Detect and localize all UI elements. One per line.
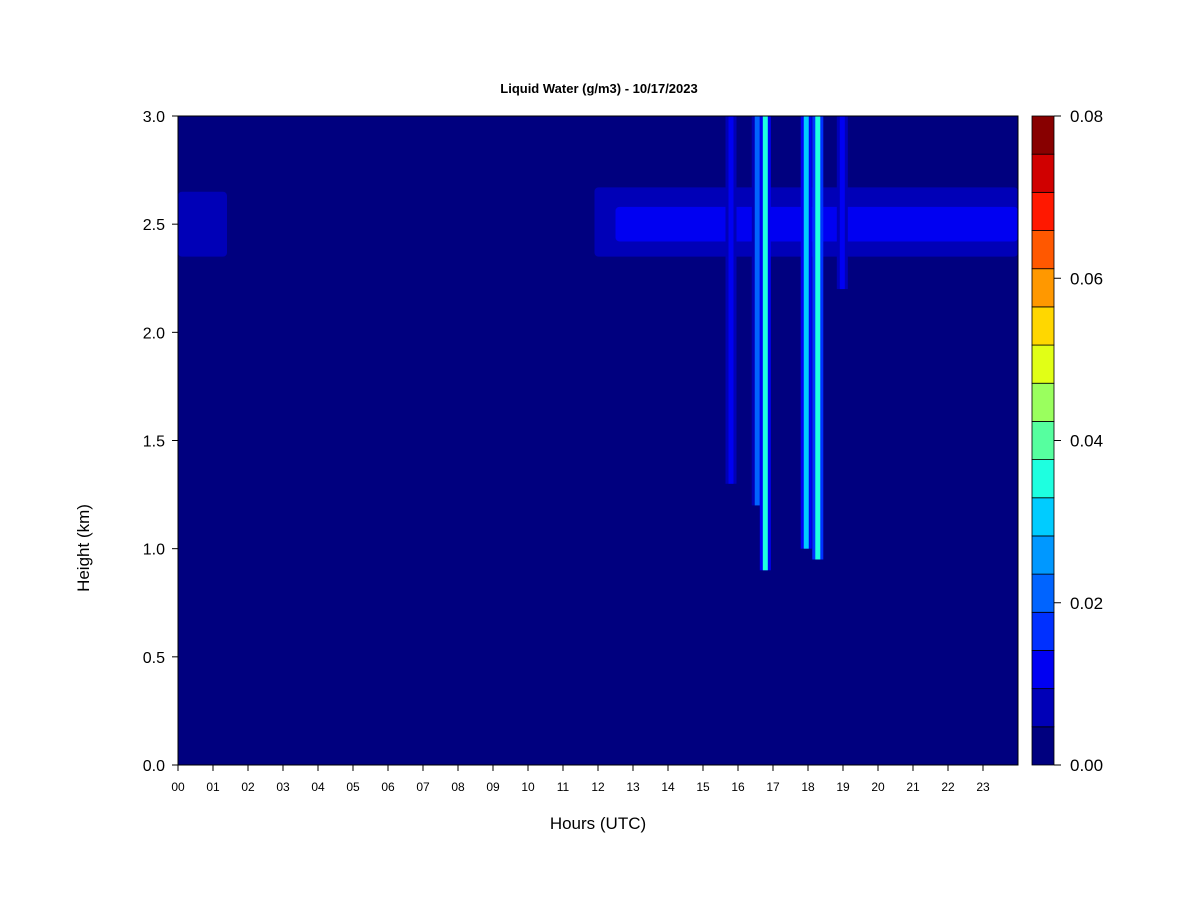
heatmap-column xyxy=(762,116,768,571)
colorbar-swatch xyxy=(1031,421,1055,460)
colorbar-swatch xyxy=(1031,688,1055,728)
y-axis: 0.0 0.5 1.0 1.5 2.0 2.5 3.0 xyxy=(143,109,179,775)
x-tick-label: 17 xyxy=(766,780,780,794)
colorbar-tick-label: 0.08 xyxy=(1070,107,1103,126)
colorbar-tick-label: 0.02 xyxy=(1070,594,1103,613)
x-tick-label: 12 xyxy=(591,780,605,794)
x-tick-label: 06 xyxy=(381,780,395,794)
colorbar-swatch xyxy=(1031,306,1055,346)
colorbar-swatch xyxy=(1031,230,1055,270)
x-tick-label: 01 xyxy=(206,780,220,794)
heatmap-column xyxy=(815,116,821,560)
x-tick-label: 14 xyxy=(661,780,675,794)
colorbar-swatch xyxy=(1031,611,1055,651)
x-tick-label: 18 xyxy=(801,780,815,794)
x-tick-label: 07 xyxy=(416,780,430,794)
x-tick-label: 16 xyxy=(731,780,745,794)
colorbar-swatch xyxy=(1031,344,1055,384)
x-tick-label: 20 xyxy=(871,780,885,794)
y-tick-label: 1.0 xyxy=(143,542,165,559)
heatmap-column xyxy=(803,116,809,549)
y-tick-label: 0.0 xyxy=(143,758,165,775)
x-tick-label: 03 xyxy=(276,780,290,794)
heatmap-column xyxy=(839,116,845,290)
colorbar-swatch xyxy=(1031,459,1055,499)
x-tick-label: 23 xyxy=(976,780,990,794)
x-tick-label: 05 xyxy=(346,780,360,794)
colorbar-swatch xyxy=(1031,115,1055,155)
colorbar-swatch xyxy=(1031,535,1055,575)
x-axis-label: Hours (UTC) xyxy=(550,814,646,833)
x-tick-label: 08 xyxy=(451,780,465,794)
x-tick-label: 04 xyxy=(311,780,325,794)
colorbar-legend: 0.00 0.02 0.04 0.06 0.08 xyxy=(1031,107,1103,775)
y-tick-label: 0.5 xyxy=(143,650,165,667)
colorbar-tick-label: 0.04 xyxy=(1070,432,1103,451)
y-tick-label: 3.0 xyxy=(143,109,165,126)
heatmap-column xyxy=(728,116,734,484)
chart-title: Liquid Water (g/m3) - 10/17/2023 xyxy=(500,81,697,96)
colorbar-swatch xyxy=(1031,153,1055,193)
colorbar-tick-label: 0.06 xyxy=(1070,269,1103,288)
x-tick-label: 11 xyxy=(557,780,570,794)
colorbar-swatch xyxy=(1031,268,1055,308)
x-tick-label: 21 xyxy=(906,780,920,794)
y-tick-label: 1.5 xyxy=(143,434,165,451)
x-tick-label: 13 xyxy=(626,780,640,794)
y-tick-label: 2.5 xyxy=(143,217,165,234)
colorbar-swatch xyxy=(1031,382,1055,422)
heatmap-cloud-layer xyxy=(178,191,227,257)
x-axis: 00 01 02 03 04 05 06 07 08 09 10 11 12 13 14 15 16 17 18 19… xyxy=(171,764,1018,794)
heatmap-plot-area xyxy=(177,115,1019,766)
x-tick-label: 00 xyxy=(171,780,185,794)
x-tick-label: 09 xyxy=(486,780,500,794)
x-tick-label: 22 xyxy=(941,780,955,794)
colorbar-swatch xyxy=(1031,191,1055,231)
colorbar-swatch xyxy=(1031,726,1055,766)
colorbar-swatch xyxy=(1031,573,1055,613)
colorbar-tick-label: 0.00 xyxy=(1070,756,1103,775)
x-tick-label: 02 xyxy=(241,780,255,794)
y-tick-label: 2.0 xyxy=(143,325,165,342)
x-tick-label: 10 xyxy=(521,780,535,794)
y-axis-label: Height (km) xyxy=(74,504,93,592)
x-tick-label: 19 xyxy=(836,780,850,794)
heatmap-column xyxy=(754,116,760,506)
x-tick-label: 15 xyxy=(696,780,710,794)
colorbar-swatch xyxy=(1031,497,1055,537)
colorbar-swatch xyxy=(1031,650,1055,690)
